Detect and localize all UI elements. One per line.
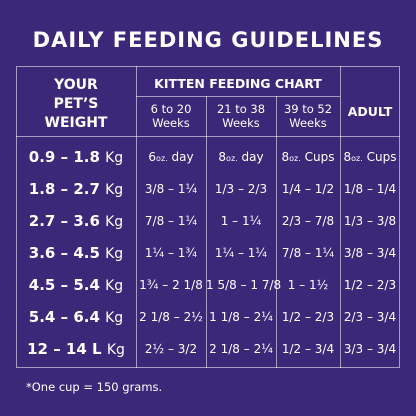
- amount-cell: 1 5/8 – 1 7/8: [206, 278, 282, 292]
- age-subheader: 39 to 52 Weeks: [276, 102, 340, 130]
- weight-header-line: PET’S: [53, 96, 99, 112]
- weight-unit: Kg: [105, 182, 124, 198]
- weight-header: YOUR PET’S WEIGHT: [16, 76, 136, 133]
- column-divider: [136, 66, 137, 368]
- amount-oz: oz.: [156, 154, 168, 163]
- amount-cell: 1/3 – 2/3: [214, 182, 268, 196]
- amount-cell: 1/2 – 2/3: [343, 278, 397, 292]
- amount-cell: 8oz. day: [206, 150, 276, 164]
- amount-cell: 1/2 – 2/3: [281, 310, 335, 324]
- weight-range: 4.5 – 5.4: [28, 276, 100, 294]
- weight-unit: Kg: [105, 150, 124, 166]
- amount-oz: oz.: [289, 154, 301, 163]
- age-subheader: 6 to 20 Weeks: [136, 102, 206, 130]
- amount-unit: Cups: [366, 150, 397, 164]
- amount-cell: 2 1/8 – 2¼: [209, 342, 273, 356]
- weight-cell: 1.8 – 2.7 Kg: [16, 180, 136, 198]
- amount-cell: 1 – 1½: [287, 278, 329, 292]
- age-unit: Weeks: [289, 116, 327, 130]
- amount-unit: day: [171, 150, 194, 164]
- weight-range: 2.7 – 3.6: [28, 212, 100, 230]
- age-range: 6 to 20: [150, 102, 192, 116]
- weight-range: 0.9 – 1.8: [28, 148, 100, 166]
- weight-cell: 3.6 – 4.5 Kg: [16, 244, 136, 262]
- weight-unit: Kg: [105, 310, 124, 326]
- weight-range: 5.4 – 6.4: [28, 308, 100, 326]
- weight-unit: Kg: [105, 246, 124, 262]
- amount-number: 8: [218, 150, 227, 164]
- weight-header-line: WEIGHT: [44, 115, 108, 131]
- weight-cell: 0.9 – 1.8 Kg: [16, 148, 136, 166]
- amount-cell: 3/8 – 1¼: [144, 182, 198, 196]
- weight-cell: 2.7 – 3.6 Kg: [16, 212, 136, 230]
- kitten-chart-header: KITTEN FEEDING CHART: [154, 76, 322, 91]
- weight-cell: 5.4 – 6.4 Kg: [16, 308, 136, 326]
- weight-cell: 4.5 – 5.4 Kg: [16, 276, 136, 294]
- weight-range: 3.6 – 4.5: [28, 244, 100, 262]
- amount-cell: 3/3 – 3/4: [343, 342, 397, 356]
- row-divider: [16, 136, 400, 137]
- amount-cell: 2½ – 3/2: [144, 342, 198, 356]
- amount-unit: Cups: [304, 150, 335, 164]
- weight-cell: 12 – 14 L Kg: [16, 340, 136, 358]
- age-range: 39 to 52: [283, 102, 333, 116]
- age-range: 21 to 38: [216, 102, 266, 116]
- amount-cell: 1¼ – 1¼: [214, 246, 268, 260]
- amount-cell: 8oz. Cups: [340, 150, 400, 164]
- amount-cell: 1¼ – 1¾: [144, 246, 198, 260]
- age-unit: Weeks: [222, 116, 260, 130]
- amount-cell: 1 – 1¼: [220, 214, 262, 228]
- amount-cell: 2/3 – 7/8: [281, 214, 335, 228]
- amount-cell: 2/3 – 3/4: [343, 310, 397, 324]
- amount-cell: 6oz. day: [136, 150, 206, 164]
- column-divider: [206, 96, 207, 368]
- amount-oz: oz.: [226, 154, 238, 163]
- amount-cell: 3/8 – 3/4: [343, 246, 397, 260]
- age-subheader: 21 to 38 Weeks: [206, 102, 276, 130]
- page-title: DAILY FEEDING GUIDELINES: [32, 28, 384, 52]
- amount-number: 8: [281, 150, 290, 164]
- weight-range: 1.8 – 2.7: [28, 180, 100, 198]
- weight-unit: Kg: [105, 214, 124, 230]
- amount-cell: 1/8 – 1/4: [343, 182, 397, 196]
- weight-header-line: YOUR: [54, 77, 98, 93]
- feeding-table: [16, 66, 400, 368]
- amount-cell: 7/8 – 1¼: [281, 246, 335, 260]
- adult-header: ADULT: [347, 104, 393, 119]
- amount-cell: 2 1/8 – 2½: [139, 310, 203, 324]
- amount-cell: 8oz. Cups: [276, 150, 340, 164]
- amount-cell: 1¾ – 2 1/8: [139, 278, 203, 292]
- column-divider: [276, 96, 277, 368]
- amount-cell: 1/3 – 3/8: [343, 214, 397, 228]
- amount-cell: 1 1/8 – 2¼: [209, 310, 273, 324]
- footnote: *One cup = 150 grams.: [26, 380, 163, 394]
- amount-cell: 7/8 – 1¼: [144, 214, 198, 228]
- weight-unit: Kg: [105, 278, 124, 294]
- age-unit: Weeks: [152, 116, 190, 130]
- row-divider: [136, 96, 340, 97]
- column-divider: [340, 66, 341, 368]
- amount-unit: day: [241, 150, 264, 164]
- amount-number: 6: [148, 150, 157, 164]
- amount-cell: 1/4 – 1/2: [281, 182, 335, 196]
- weight-range: 12 – 14 L: [27, 340, 102, 358]
- amount-number: 8: [343, 150, 352, 164]
- weight-unit: Kg: [106, 342, 125, 358]
- amount-cell: 1/2 – 3/4: [281, 342, 335, 356]
- amount-oz: oz.: [351, 154, 363, 163]
